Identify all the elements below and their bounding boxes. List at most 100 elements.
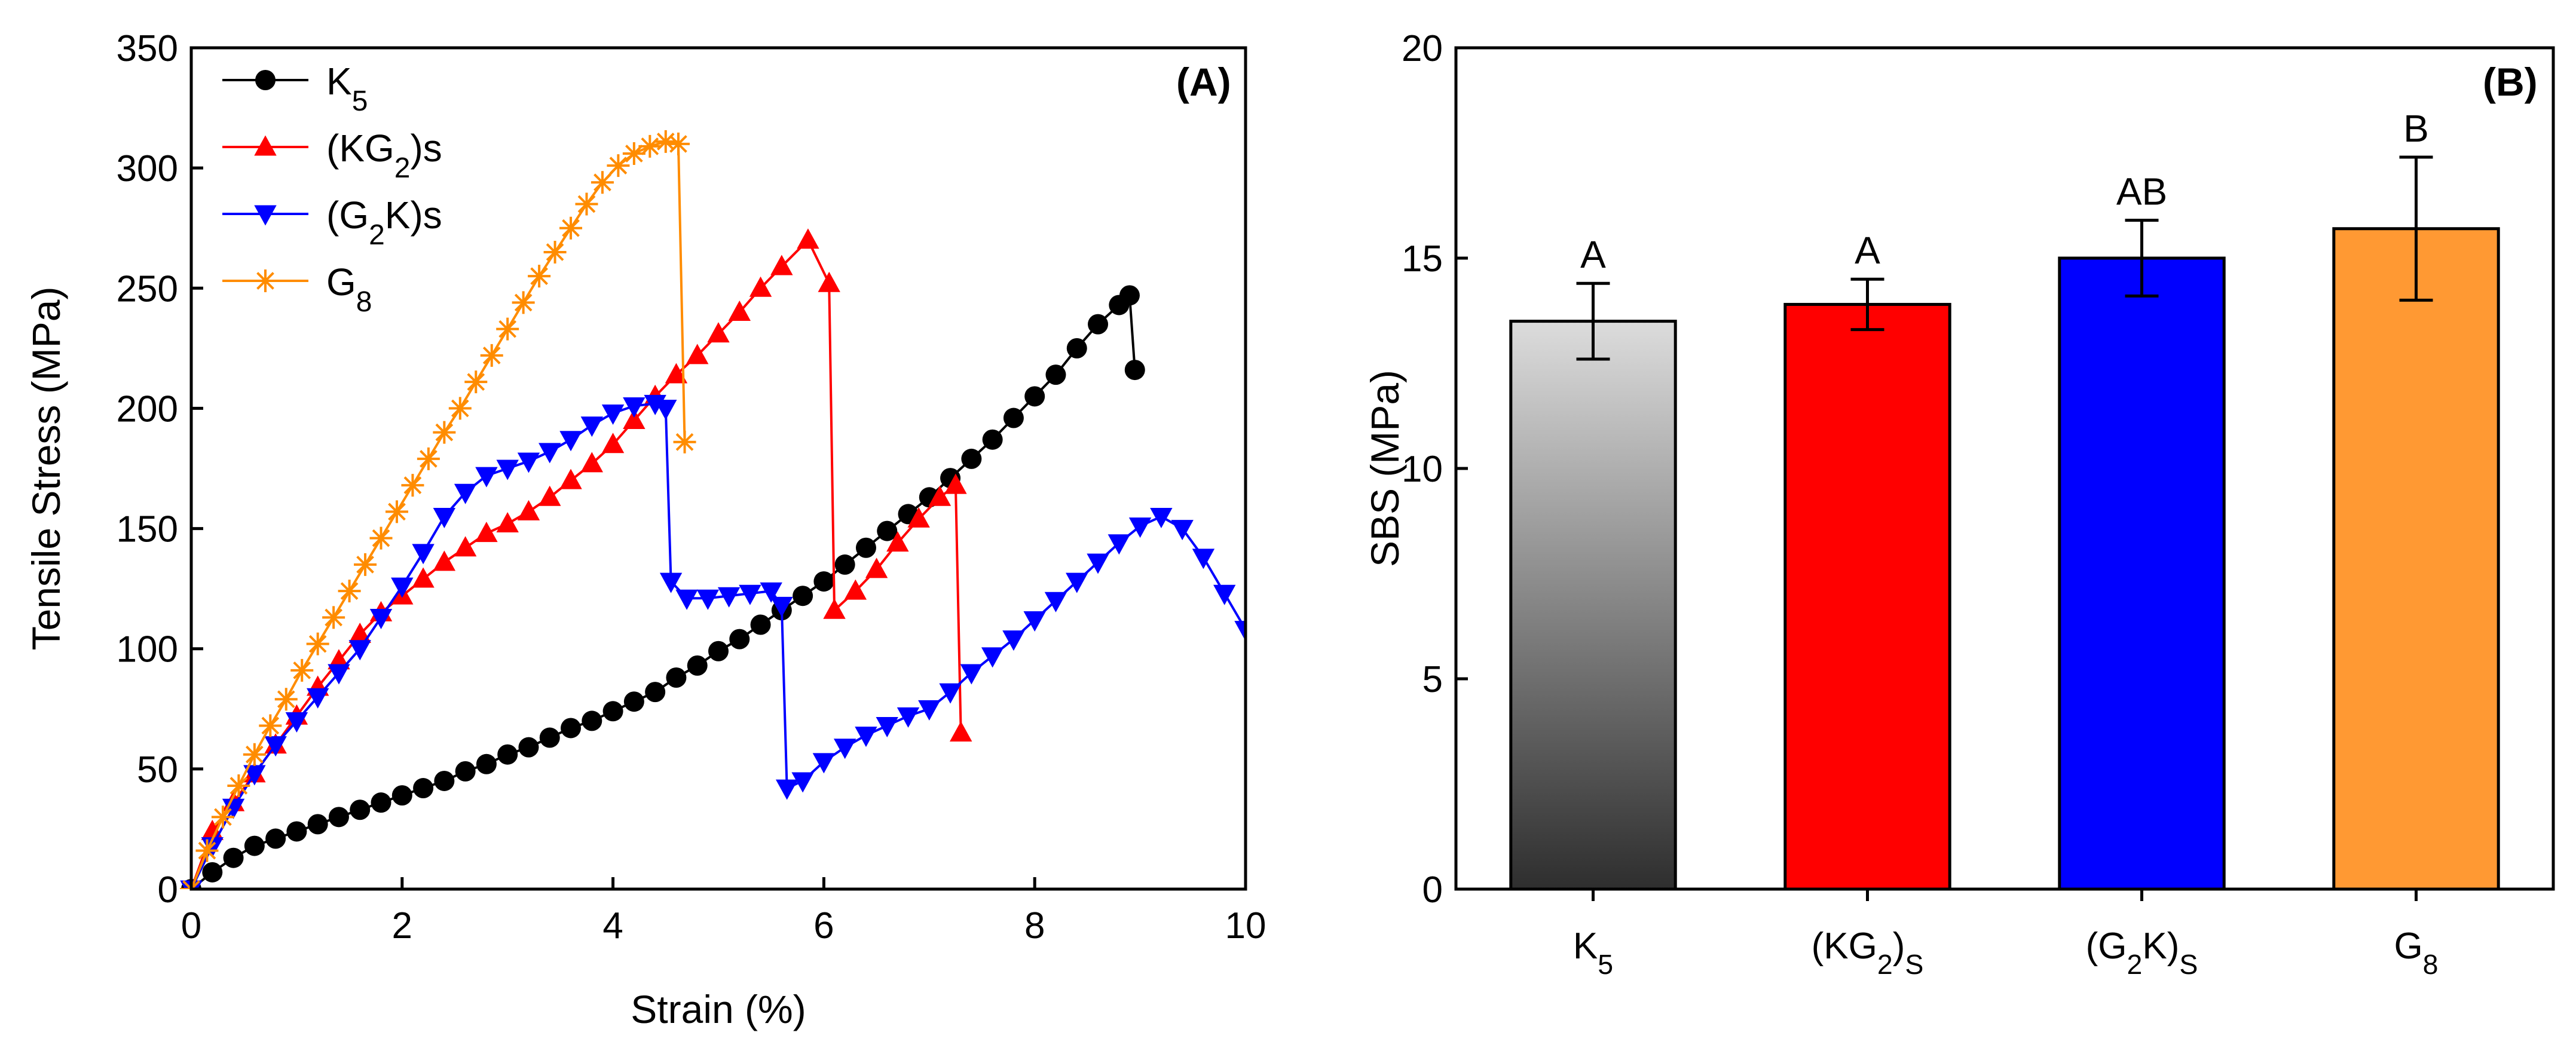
data-point — [981, 647, 1004, 668]
data-point — [559, 468, 582, 489]
data-point — [982, 429, 1003, 450]
data-point — [886, 531, 909, 552]
data-point — [539, 727, 560, 748]
data-point — [1171, 520, 1194, 541]
data-point — [338, 580, 361, 603]
y-tick-label: 10 — [1402, 449, 1443, 490]
data-point — [354, 553, 377, 576]
data-point — [607, 154, 630, 177]
significance-label: AB — [2116, 170, 2167, 213]
data-point — [517, 500, 540, 520]
data-point — [322, 606, 345, 629]
data-point — [259, 714, 282, 737]
data-point — [582, 710, 602, 731]
data-point — [464, 370, 488, 394]
chart-a-frame — [189, 46, 1247, 891]
data-point — [1045, 364, 1066, 385]
data-point — [348, 640, 371, 661]
data-point — [496, 317, 519, 341]
category-label: K5 — [1573, 926, 1613, 980]
data-point — [539, 485, 561, 506]
data-point — [1108, 534, 1131, 555]
x-tick-label: 8 — [1024, 905, 1045, 946]
data-point — [865, 557, 888, 578]
data-point — [729, 629, 750, 650]
data-point — [876, 716, 898, 737]
data-point — [1002, 630, 1025, 651]
data-point — [539, 443, 561, 464]
series-G8 — [180, 130, 696, 889]
sbs-bar-chart: A K5 A (KG2)S AB (G2K)S B G8 0 5 10 15 20 (B) SBS (… — [1363, 28, 2555, 980]
data-point — [654, 399, 677, 420]
legend-marker — [254, 269, 277, 292]
data-point — [944, 473, 967, 494]
data-point — [306, 632, 329, 655]
data-point — [195, 839, 219, 862]
data-point — [1087, 553, 1109, 574]
data-point — [475, 467, 498, 488]
chart-a-series-layer — [180, 130, 1246, 889]
data-point — [518, 737, 539, 758]
data-point — [1119, 285, 1140, 306]
data-point — [907, 507, 930, 528]
legend-marker — [255, 70, 276, 90]
data-point — [559, 216, 583, 240]
data-point — [285, 712, 308, 733]
data-point — [476, 753, 497, 774]
series-line — [190, 293, 1136, 889]
data-point — [708, 641, 729, 661]
data-point — [433, 508, 456, 529]
data-point — [561, 718, 582, 739]
chart-a-legend: K5 (KG2)s (G2K)s G8 — [222, 60, 442, 318]
data-point — [244, 835, 265, 856]
data-point — [455, 761, 476, 782]
data-point — [559, 431, 582, 452]
y-tick-label: 100 — [117, 629, 178, 670]
data-point — [512, 291, 535, 314]
data-point — [448, 397, 472, 420]
data-point — [1128, 517, 1152, 538]
legend-label: (KG2)s — [326, 127, 442, 184]
data-point — [812, 753, 836, 774]
category-label: (KG2)S — [1812, 926, 1924, 980]
data-point — [306, 688, 329, 709]
legend-item: G8 — [222, 261, 372, 318]
data-point — [602, 701, 623, 722]
data-point — [696, 589, 720, 610]
legend-item: (G2K)s — [222, 194, 442, 251]
data-point — [434, 770, 455, 791]
data-point — [290, 658, 314, 682]
data-point — [749, 276, 772, 297]
x-tick-label: 0 — [181, 905, 201, 946]
legend-label: (G2K)s — [326, 194, 442, 251]
data-point — [687, 655, 708, 676]
data-point — [844, 579, 867, 600]
y-tick-label: 300 — [117, 148, 178, 189]
data-point — [223, 847, 244, 868]
data-point — [264, 736, 287, 757]
bar — [2332, 227, 2500, 891]
bar-group: A (KG2)S — [1783, 229, 1951, 980]
data-point — [202, 862, 223, 883]
data-point — [307, 814, 328, 835]
data-point — [918, 700, 941, 721]
data-point — [1192, 549, 1215, 569]
data-point — [666, 132, 690, 155]
y-tick-label: 200 — [117, 388, 178, 430]
series-K5 — [181, 285, 1145, 889]
chart-b-ticks: 0 5 10 15 20 — [1402, 28, 1468, 911]
panel-label-a: (A) — [1176, 60, 1231, 104]
panel-label-b: (B) — [2483, 60, 2538, 104]
bar-group: AB (G2K)S — [2058, 170, 2226, 980]
data-point — [286, 821, 307, 842]
data-point — [960, 664, 983, 685]
significance-label: B — [2403, 107, 2429, 150]
data-point — [517, 452, 540, 473]
data-point — [475, 522, 498, 543]
data-point — [638, 134, 662, 158]
data-point — [623, 408, 645, 429]
data-point — [833, 739, 856, 759]
